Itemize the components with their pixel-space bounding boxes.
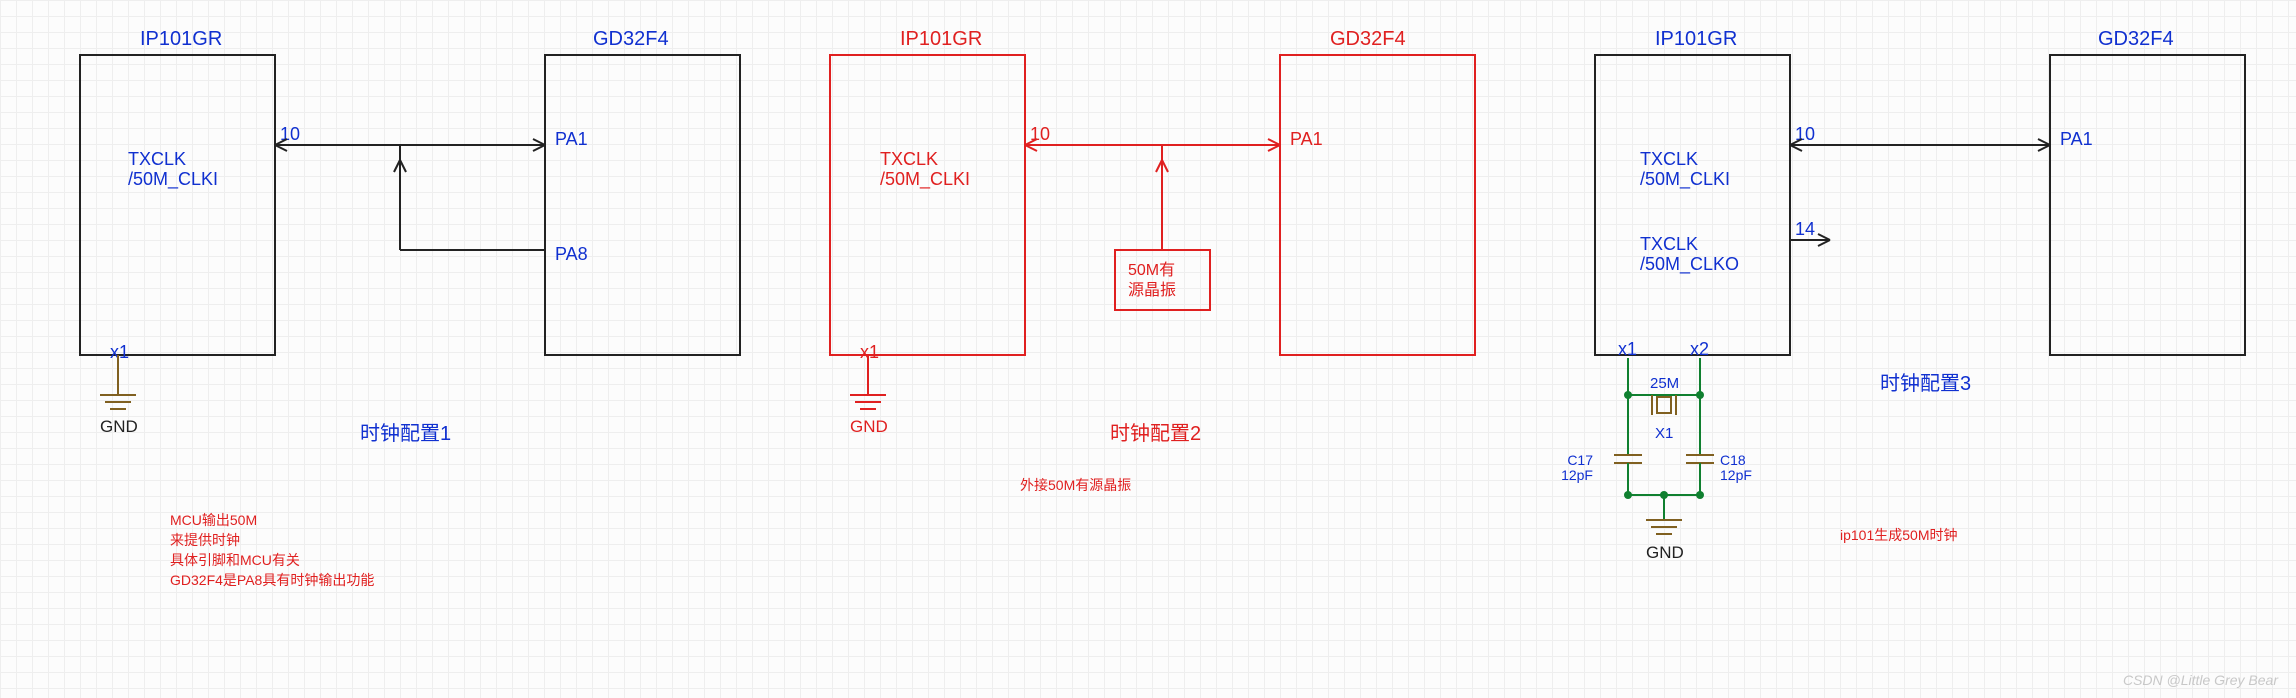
svg-text:14: 14 [1795,219,1815,239]
svg-text:GD32F4: GD32F4 [1330,28,1406,50]
gnd-symbol-2 [850,355,886,409]
svg-text:TXCLK /50M_CLKO: TXCLK /50M_CLKO [1640,234,1739,275]
txclk-label: TXCLK /50M_CLKI [128,149,218,190]
pa8-1: PA8 [555,244,588,264]
svg-text:X1: X1 [1655,425,1673,442]
note-3: ip101生成50M时钟 [1840,527,1958,543]
svg-text:IP101GR: IP101GR [1655,28,1737,50]
note-2: 外接50M有源晶振 [1020,477,1131,493]
net-1 [275,139,545,250]
pa1-1: PA1 [555,129,588,149]
svg-text:GD32F4: GD32F4 [2098,28,2174,50]
svg-text:C17: C17 [1567,452,1593,468]
svg-text:50M有 源晶振: 50M有 源晶振 [1128,261,1180,299]
title-3: 时钟配置3 [1880,372,1971,395]
ip101-title: IP101GR [140,28,222,50]
svg-text:MCU输出50M: MCU输出50M [170,512,257,528]
gnd-text-1: GND [100,417,138,436]
config-3: IP101GR GD32F4 TXCLK /50M_CLKI 10 TXCLK … [1561,28,2245,562]
crystal-symbol [1652,395,1676,415]
title-1: 时钟配置1 [360,422,451,445]
svg-text:25M: 25M [1650,375,1679,392]
gnd-symbol-1 [100,355,136,409]
svg-text:12pF: 12pF [1720,467,1752,483]
svg-text:TXCLK /50M_CLKI: TXCLK /50M_CLKI [880,149,970,190]
svg-text:TXCLK /50M_CLKI: TXCLK /50M_CLKI [1640,149,1730,190]
svg-text:GND: GND [850,417,888,436]
watermark: CSDN @Little Grey Bear [2123,672,2278,688]
config-2: IP101GR TXCLK /50M_CLKI 10 x1 GND GD32F4… [830,28,1475,493]
cap-c17 [1614,455,1642,463]
svg-text:来提供时钟: 来提供时钟 [170,532,240,548]
cap-c18 [1686,455,1714,463]
svg-text:PA1: PA1 [2060,129,2093,149]
x1-label: x1 [110,342,129,362]
ip101-title-2: IP101GR [900,28,982,50]
svg-text:具体引脚和MCU有关: 具体引脚和MCU有关 [170,552,300,568]
notes-1: MCU输出50M 来提供时钟 具体引脚和MCU有关 GD32F4是PA8具有时钟… [170,512,374,588]
gd32-title-1: GD32F4 [593,28,669,50]
svg-text:x1: x1 [860,342,879,362]
title-2: 时钟配置2 [1110,422,1201,445]
svg-text:PA1: PA1 [1290,129,1323,149]
svg-text:GND: GND [1646,543,1684,562]
gnd-symbol-3 [1646,520,1682,534]
schematic-canvas: IP101GR TXCLK /50M_CLKI 10 x1 GND GD32F4… [0,0,2296,698]
config-1: IP101GR TXCLK /50M_CLKI 10 x1 GND GD32F4… [80,28,740,588]
svg-text:C18: C18 [1720,452,1746,468]
svg-text:x1: x1 [1618,339,1637,359]
svg-text:GD32F4是PA8具有时钟输出功能: GD32F4是PA8具有时钟输出功能 [170,572,374,588]
svg-text:12pF: 12pF [1561,467,1593,483]
svg-text:10: 10 [1030,124,1050,144]
svg-text:x2: x2 [1690,339,1709,359]
